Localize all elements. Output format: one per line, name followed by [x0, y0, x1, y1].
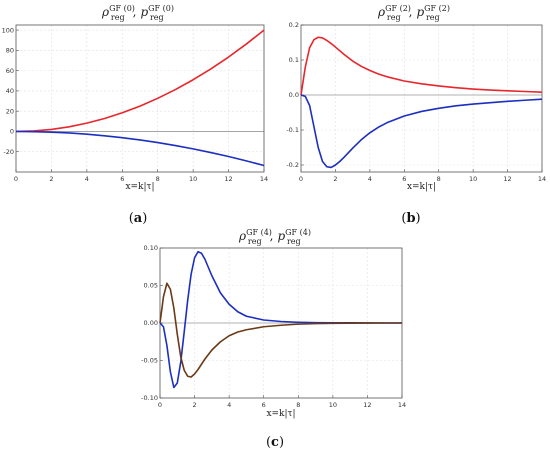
x-tick-label: 2: [49, 175, 53, 183]
y-tick-label: -0.2: [286, 161, 299, 169]
caption-a: (a): [129, 211, 148, 226]
series-line-2: [300, 94, 543, 169]
chart-title: ρGF (0) reg, pGF (0) reg: [101, 4, 174, 22]
x-tick-label: 12: [363, 401, 371, 409]
x-tick-label: 0: [14, 175, 18, 183]
x-tick-label: 14: [398, 401, 406, 409]
y-tick-label: 0.10: [144, 244, 158, 252]
chart-title: ρGF (4) reg, pGF (4) reg: [238, 228, 311, 246]
series-line-1: [159, 250, 402, 389]
y-tick-label: 0.05: [144, 282, 158, 290]
series-line-1: [15, 29, 265, 133]
x-tick-label: 0: [158, 401, 162, 409]
series-line-1: [300, 36, 543, 96]
x-tick-label: 6: [262, 401, 266, 409]
x-tick-label: 14: [260, 175, 268, 183]
caption-c: (c): [266, 435, 284, 450]
plot-frame: [300, 24, 543, 173]
x-tick-label: 8: [296, 401, 300, 409]
chart-panel-a: 0 2 4 6 8 10 12 14 -20 0 20 40 60 80 100 ρGF (0) reg, pGF…: [2, 4, 269, 192]
y-tick-label: 40: [6, 87, 14, 95]
y-tick-label: 0.00: [144, 319, 158, 327]
chart-panel-b: 0 2 4 6 8 10 12 14 -0.2 -0.1 0.0 0.1 0.2 ρGF (2) reg, p…: [286, 4, 546, 192]
x-tick-label: 8: [437, 175, 441, 183]
x-tick-label: 10: [469, 175, 477, 183]
y-tick-label: 0: [10, 128, 14, 136]
y-tick-label: 80: [6, 47, 14, 55]
x-tick-label: 2: [333, 175, 337, 183]
x-axis-label: x=k|τ|: [266, 409, 295, 419]
x-tick-label: 8: [156, 175, 160, 183]
caption-b: (b): [401, 211, 420, 226]
x-tick-label: 4: [368, 175, 372, 183]
chart-title: ρGF (2) reg, pGF (2) reg: [377, 4, 450, 22]
x-tick-label: 4: [85, 175, 89, 183]
x-tick-label: 6: [402, 175, 406, 183]
y-tick-label: 60: [6, 67, 14, 75]
y-tick-label: -0.1: [286, 126, 299, 134]
y-tick-label: 20: [6, 107, 14, 115]
x-axis-label: x=k|τ|: [125, 182, 154, 192]
x-axis-label: x=k|τ|: [407, 182, 436, 192]
chart-panel-c: 0 2 4 6 8 10 12 14 -0.10 -0.05 0.00 0.05 0.10 ρGF (4)…: [141, 228, 406, 419]
x-tick-label: 12: [503, 175, 511, 183]
y-tick-label: 0.2: [289, 21, 299, 29]
x-tick-label: 12: [224, 175, 232, 183]
y-tick-label: 0.0: [289, 91, 299, 99]
series-line-2: [159, 282, 402, 378]
y-tick-label: -20: [3, 148, 14, 156]
x-tick-label: 14: [538, 175, 546, 183]
x-tick-label: 10: [189, 175, 197, 183]
plot-frame: [15, 24, 265, 173]
x-tick-label: 0: [299, 175, 303, 183]
series-line-2: [15, 130, 265, 167]
y-tick-label: 0.1: [289, 56, 299, 64]
x-tick-label: 4: [227, 401, 231, 409]
y-tick-label: 100: [2, 26, 14, 34]
x-tick-label: 6: [120, 175, 124, 183]
x-tick-label: 10: [329, 401, 337, 409]
x-tick-label: 2: [193, 401, 197, 409]
y-tick-label: -0.10: [141, 394, 158, 402]
y-tick-label: -0.05: [141, 357, 158, 365]
